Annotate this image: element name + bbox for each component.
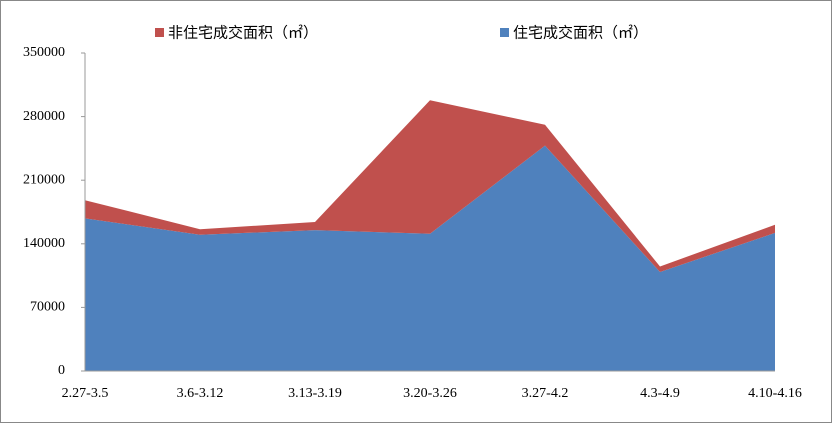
x-tick-label: 4.10-4.16 xyxy=(748,386,802,401)
x-tick-label: 3.20-3.26 xyxy=(403,386,457,401)
legend-swatch xyxy=(500,28,509,37)
y-tick-label: 210000 xyxy=(23,172,65,187)
x-tick-label: 4.3-4.9 xyxy=(640,386,680,401)
area xyxy=(85,145,775,371)
area xyxy=(85,100,775,272)
y-tick-label: 0 xyxy=(58,363,65,378)
y-tick-label: 140000 xyxy=(23,236,65,251)
y-tick-label: 280000 xyxy=(23,109,65,124)
legend-text: 住宅成交面积（㎡） xyxy=(513,24,648,42)
x-tick-label: 3.6-3.12 xyxy=(177,386,224,401)
y-tick-label: 350000 xyxy=(23,45,65,60)
legend-swatch xyxy=(155,28,164,37)
x-tick-label: 3.13-3.19 xyxy=(288,386,342,401)
plot-area xyxy=(85,100,775,371)
x-tick-label: 2.27-3.5 xyxy=(62,386,109,401)
y-tick-label: 70000 xyxy=(30,300,65,315)
x-tick-label: 3.27-4.2 xyxy=(522,386,569,401)
legend-text: 非住宅成交面积（㎡） xyxy=(168,24,318,42)
